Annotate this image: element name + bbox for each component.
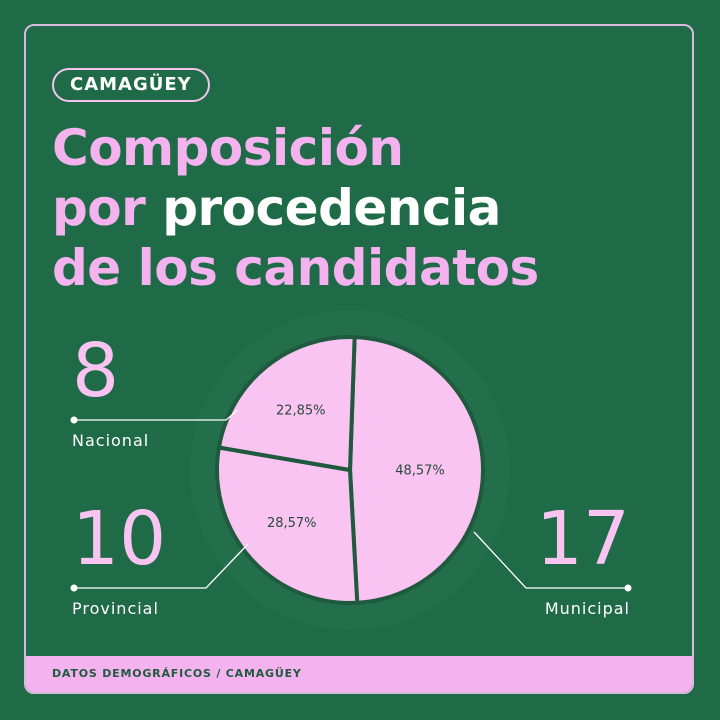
location-badge: CAMAGÜEY: [52, 68, 210, 102]
pie-chart: 22,85% 28,57% 48,57% 8 Nacional 10 Provincial…: [70, 310, 632, 630]
callout-line-municipal: [473, 531, 628, 589]
pie-slice-nacional: [216, 335, 357, 472]
page-title: Composición por procedencia de los candi…: [52, 118, 672, 298]
count-nacional: 8: [72, 328, 119, 414]
callout-dot-nacional: [70, 416, 78, 424]
pie-percent-label-nacional: 22,85%: [276, 403, 326, 418]
label-municipal: Municipal: [545, 599, 630, 618]
callout-line-provincial: [74, 543, 249, 589]
label-provincial: Provincial: [72, 599, 159, 618]
title-line-2-prefix: por: [52, 179, 163, 237]
count-provincial: 10: [72, 496, 166, 582]
pie-slice-municipal: [348, 335, 485, 605]
pie-percent-label-provincial: 28,57%: [267, 516, 317, 531]
callout-dot-provincial: [70, 584, 78, 592]
title-line-3: de los candidatos: [52, 239, 539, 297]
title-line-2: por procedencia: [52, 178, 672, 238]
title-line-2-highlight: procedencia: [162, 179, 501, 237]
footer-text: DATOS DEMOGRÁFICOS / CAMAGÜEY: [52, 667, 302, 680]
footer-bar: DATOS DEMOGRÁFICOS / CAMAGÜEY: [26, 656, 692, 692]
count-municipal: 17: [536, 496, 630, 582]
callout-dot-municipal: [624, 584, 632, 592]
pie-slice-provincial: [215, 445, 360, 605]
infographic-card: CAMAGÜEY Composición por procedencia de …: [24, 24, 694, 694]
title-line-1: Composición: [52, 119, 404, 177]
callout-line-nacional: [74, 409, 239, 421]
label-nacional: Nacional: [72, 431, 149, 450]
pie-percent-label-municipal: 48,57%: [395, 463, 445, 478]
